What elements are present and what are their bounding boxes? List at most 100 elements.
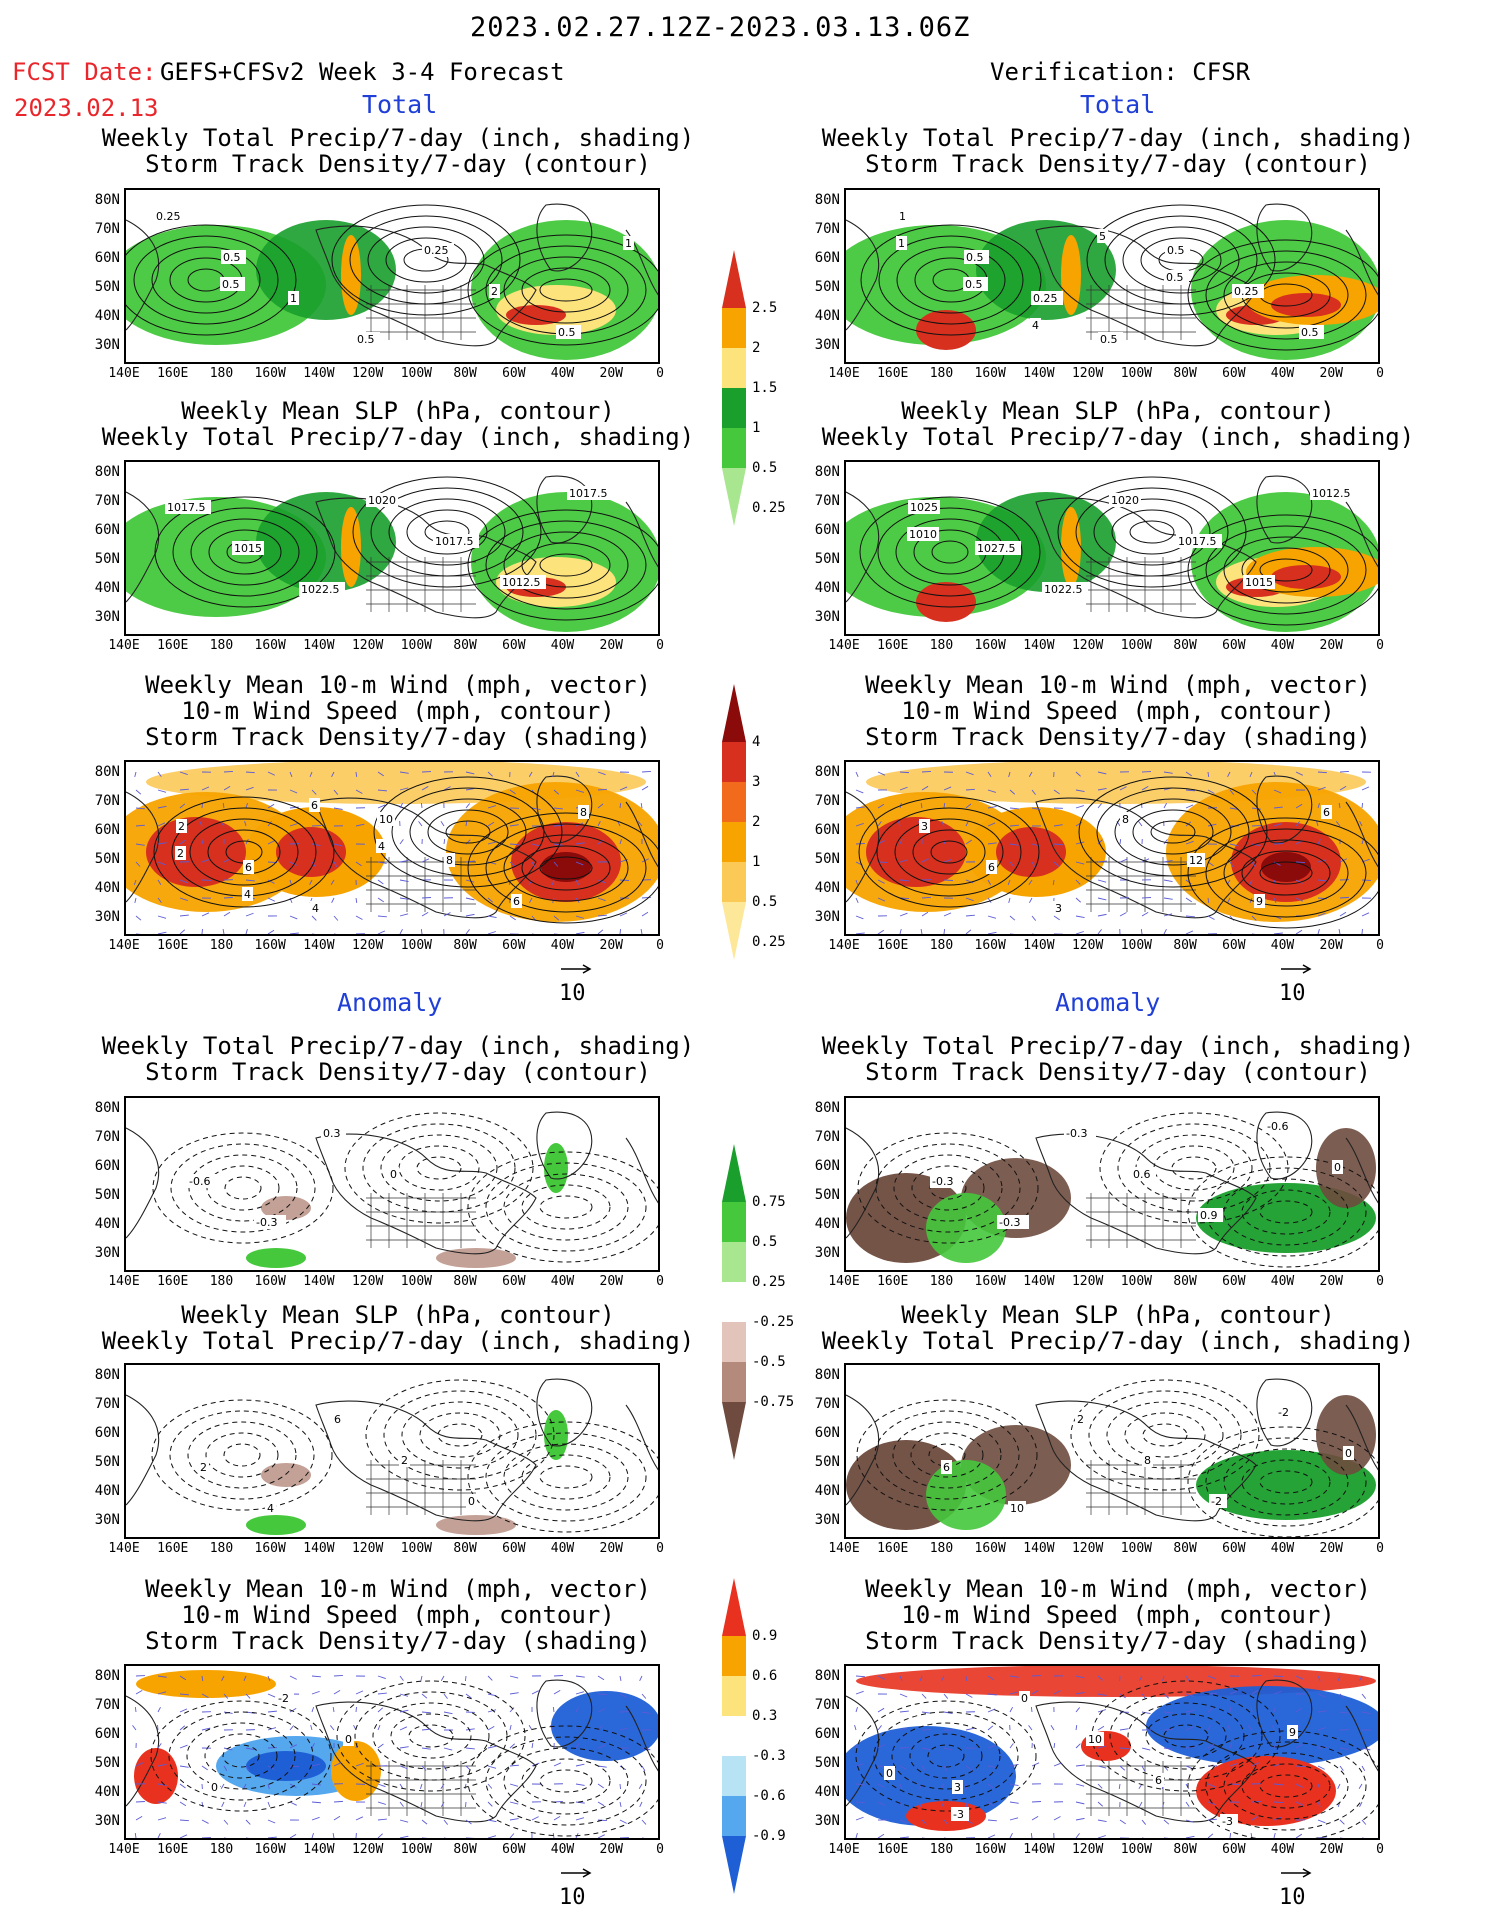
lat-tick-label: 80N — [814, 1367, 840, 1383]
map-panel: 3 6 3 8 12 9 6 — [844, 760, 1380, 936]
colorbar — [722, 250, 746, 526]
map-field: -0.6 -0.3 0.3 0 — [126, 1111, 658, 1268]
contour-label: 0 — [388, 1167, 399, 1181]
lat-tick-label: 60N — [94, 1425, 120, 1441]
lat-tick-label: 80N — [814, 1668, 840, 1684]
contour-label: 1012.5 — [1310, 486, 1356, 500]
contour-label: 1010 — [907, 527, 939, 541]
contour-label: 4 — [1030, 318, 1041, 332]
lat-tick-label: 30N — [814, 337, 840, 353]
lon-tick-label: 180 — [929, 1541, 954, 1556]
lon-tick-label: 80W — [1173, 638, 1197, 653]
svg-text:1017.5: 1017.5 — [569, 487, 608, 500]
contour-label: 8 — [444, 853, 455, 867]
map-panel: -0.6 -0.3 0.3 0 — [124, 1096, 660, 1272]
lon-tick-label: 0 — [1376, 1541, 1384, 1556]
contour-label: 0 — [1332, 1160, 1343, 1174]
contour-label: 6 — [1153, 1773, 1164, 1787]
colorbar-label: 2.5 — [752, 300, 778, 316]
lon-tick-label: 20W — [1319, 366, 1343, 381]
svg-text:2: 2 — [491, 285, 498, 298]
panel-title-line: Storm Track Density/7-day (shading) — [865, 723, 1371, 751]
contour-label: 1020 — [366, 493, 398, 507]
lon-tick-label: 160E — [157, 638, 189, 653]
lon-tick-label: 120W — [1071, 366, 1104, 381]
lon-tick-label: 100W — [400, 1842, 433, 1857]
svg-text:0.5: 0.5 — [965, 278, 983, 291]
contour-label: 0.6 — [1131, 1167, 1156, 1181]
lon-tick-label: 100W — [400, 638, 433, 653]
lon-tick-label: 140E — [828, 366, 860, 381]
lat-tick-label: 30N — [94, 1813, 120, 1829]
lon-tick-label: 160E — [157, 938, 189, 953]
contour-label: 6 — [309, 798, 320, 812]
svg-text:0: 0 — [1345, 1447, 1352, 1460]
arrow-icon — [561, 1868, 592, 1878]
svg-text:6: 6 — [1155, 1774, 1162, 1787]
contour-label: -3 — [951, 1807, 969, 1821]
svg-text:9: 9 — [1256, 895, 1263, 908]
svg-text:-0.3: -0.3 — [999, 1216, 1020, 1229]
map-field: 2 6 4 10 8 6 8 2 4 6 4 — [126, 762, 658, 934]
panel-title-line: Storm Track Density/7-day (shading) — [865, 1627, 1371, 1655]
lat-tick-label: 70N — [94, 493, 120, 509]
svg-text:4: 4 — [244, 888, 251, 901]
contour-label: 1017.5 — [433, 534, 479, 548]
lon-tick-label: 0 — [1376, 366, 1384, 381]
lon-tick-label: 60W — [1222, 1541, 1246, 1556]
panel-title-line: 10-m Wind Speed (mph, contour) — [901, 1601, 1335, 1629]
lon-tick-label: 180 — [209, 1842, 234, 1857]
lon-tick-label: 160W — [254, 938, 286, 953]
svg-text:1: 1 — [899, 210, 906, 223]
contour-label: 9 — [1287, 1725, 1298, 1739]
contour-label: 1020 — [1109, 493, 1141, 507]
map-field: 3 6 3 8 12 9 6 — [846, 762, 1378, 934]
lon-tick-label: 140E — [108, 1842, 140, 1857]
lat-tick-label: 50N — [94, 551, 120, 567]
lon-tick-label: 160W — [974, 938, 1006, 953]
svg-text:0.6: 0.6 — [1133, 1168, 1151, 1181]
contour-label: 0.25 — [1031, 291, 1063, 305]
contour-label: 0.25 — [154, 209, 186, 223]
lat-tick-label: 70N — [94, 793, 120, 809]
lon-tick-label: 0 — [656, 1274, 664, 1289]
lon-tick-label: 120W — [1071, 1842, 1104, 1857]
lon-tick-label: 0 — [1376, 1274, 1384, 1289]
svg-text:3: 3 — [1055, 902, 1062, 915]
lon-tick-label: 80W — [1173, 938, 1197, 953]
lon-tick-label: 180 — [209, 366, 234, 381]
svg-text:0.5: 0.5 — [1100, 333, 1118, 346]
lat-tick-label: 30N — [814, 1245, 840, 1261]
contour-label: -0.3 — [930, 1174, 962, 1188]
lat-tick-label: 50N — [814, 1755, 840, 1771]
lat-tick-label: 80N — [94, 1100, 120, 1116]
panel-title-line: Weekly Mean 10-m Wind (mph, vector) — [865, 671, 1371, 699]
lon-tick-label: 0 — [656, 938, 664, 953]
panel-title-line: Weekly Mean 10-m Wind (mph, vector) — [145, 671, 651, 699]
contour-label: 1 — [623, 236, 634, 250]
panel-title-line: Weekly Total Precip/7-day (inch, shading… — [821, 1327, 1415, 1355]
svg-text:10: 10 — [379, 813, 393, 826]
panel-title-line: Weekly Mean 10-m Wind (mph, vector) — [865, 1575, 1371, 1603]
svg-text:1017.5: 1017.5 — [1178, 535, 1217, 548]
contour-label: 3 — [919, 819, 930, 833]
svg-text:1020: 1020 — [368, 494, 396, 507]
lon-tick-label: 20W — [1319, 1541, 1343, 1556]
vector-reference: 10 — [559, 1860, 593, 1910]
lon-tick-label: 140W — [1023, 938, 1055, 953]
lat-tick-label: 60N — [94, 1158, 120, 1174]
lat-tick-label: 50N — [94, 279, 120, 295]
contour-label: -0.3 — [997, 1215, 1029, 1229]
lon-tick-label: 20W — [1319, 638, 1343, 653]
lon-tick-label: 160E — [877, 366, 909, 381]
lon-tick-label: 60W — [1222, 1274, 1246, 1289]
contour-label: 2 — [175, 846, 186, 860]
svg-text:0: 0 — [211, 1781, 218, 1794]
lon-tick-label: 40W — [1270, 638, 1295, 653]
lon-tick-label: 80W — [453, 938, 477, 953]
svg-text:1015: 1015 — [234, 542, 262, 555]
lon-tick-label: 180 — [929, 1842, 954, 1857]
svg-text:6: 6 — [311, 799, 318, 812]
panel-title-line: 10-m Wind Speed (mph, contour) — [181, 1601, 615, 1629]
contour-label: 4 — [242, 887, 253, 901]
